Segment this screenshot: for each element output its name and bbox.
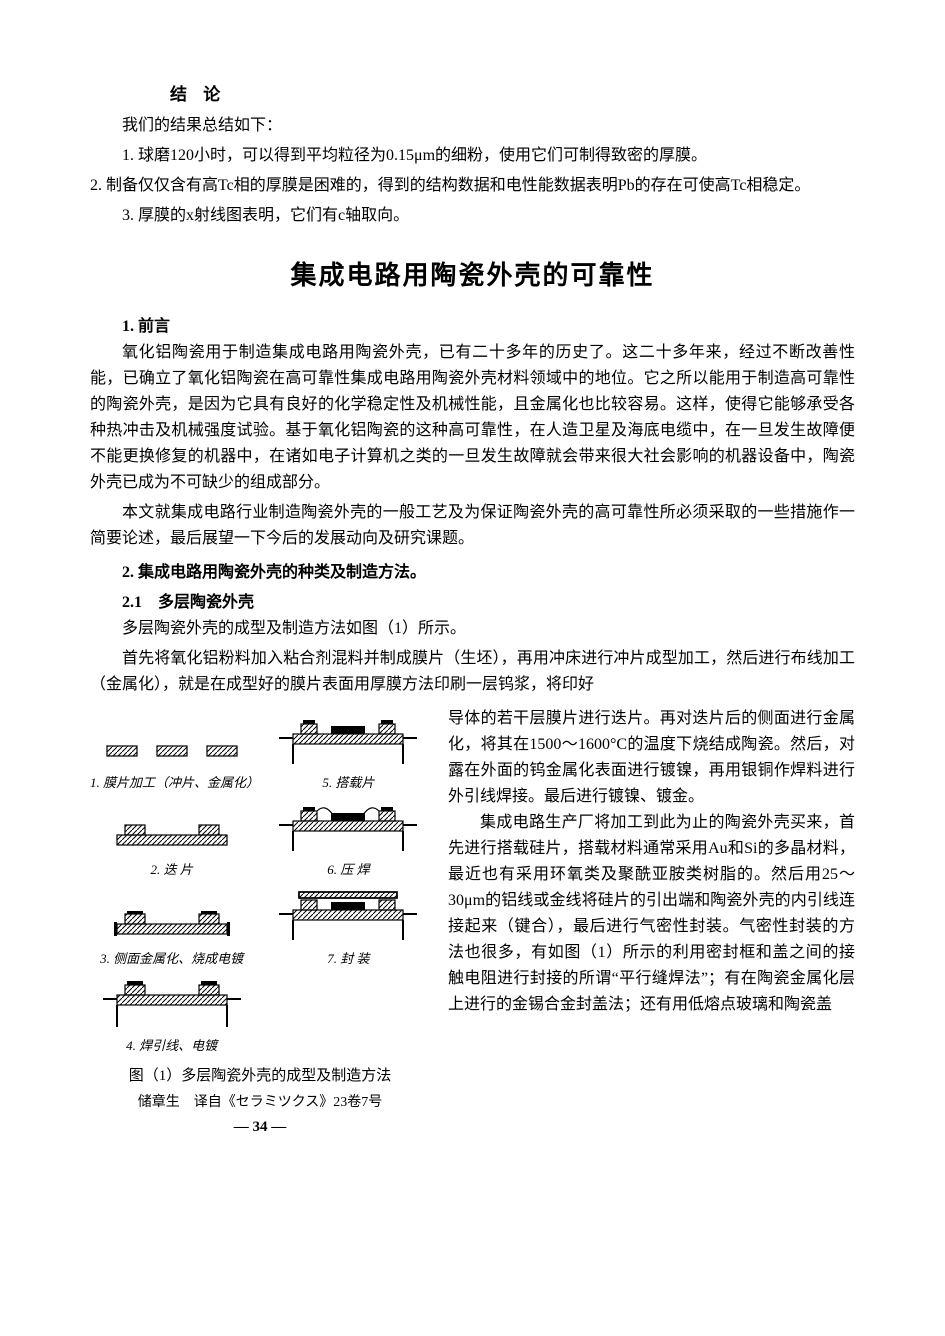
- section-1-paragraph-1: 氧化铝陶瓷用于制造集成电路用陶瓷外壳，已有二十多年的历史了。这二十多年来，经过不…: [90, 340, 855, 496]
- figure-caption: 图（1）多层陶瓷外壳的成型及制造方法: [90, 1064, 430, 1085]
- figure-row-4: 4. 焊引线、电镀: [90, 973, 430, 1054]
- right-text-column: 导体的若干层膜片进行迭片。再对迭片后的侧面进行金属化，将其在1500～1600°…: [448, 706, 855, 1136]
- section-2-1-paragraph-1: 多层陶瓷外壳的成型及制造方法如图（1）所示。: [90, 616, 855, 642]
- figure-step-6: 6. 压 焊: [267, 797, 430, 878]
- figure-label-6: 6. 压 焊: [327, 859, 369, 878]
- figure-step-4: 4. 焊引线、电镀: [90, 973, 253, 1054]
- conclusion-item-3: 3. 厚膜的x射线图表明，它们有c轴取向。: [90, 203, 855, 229]
- figure-text-split: 1. 膜片加工（冲片、金属化） 5. 搭: [90, 706, 855, 1136]
- conclusion-item-2: 2. 制备仅仅含有高Tc相的厚膜是困难的，得到的结构数据和电性能数据表明Pb的存…: [90, 173, 855, 199]
- section-2-label: 2. 集成电路用陶瓷外壳的种类及制造方法。: [90, 558, 855, 582]
- section-1-paragraph-2: 本文就集成电路行业制造陶瓷外壳的一般工艺及为保证陶瓷外壳的高可靠性所必须采取的一…: [90, 500, 855, 552]
- page-number: — 34 —: [90, 1119, 430, 1136]
- figure-step-2: 2. 迭 片: [90, 815, 253, 878]
- figure-step-5: 5. 搭载片: [267, 710, 430, 791]
- section-1-label: 1. 前言: [90, 312, 855, 336]
- figure-row-1: 1. 膜片加工（冲片、金属化） 5. 搭: [90, 710, 430, 791]
- right-paragraph-2: 集成电路生产厂将加工到此为止的陶瓷外壳买来，首先进行搭载硅片，搭载材料通常采用A…: [448, 810, 855, 1018]
- conclusion-heading: 结 论: [170, 80, 855, 105]
- article-title: 集成电路用陶瓷外壳的可靠性: [90, 255, 855, 292]
- conclusion-intro: 我们的结果总结如下：: [90, 113, 855, 139]
- figure-step-1: 1. 膜片加工（冲片、金属化）: [90, 732, 253, 791]
- section-2-1-label: 2.1 多层陶瓷外壳: [90, 588, 855, 612]
- figure-source: 储章生 译自《セラミツクス》23卷7号: [90, 1091, 430, 1111]
- figure-label-1: 1. 膜片加工（冲片、金属化）: [90, 772, 253, 791]
- right-paragraph-1: 导体的若干层膜片进行迭片。再对迭片后的侧面进行金属化，将其在1500～1600°…: [448, 706, 855, 810]
- figure-column: 1. 膜片加工（冲片、金属化） 5. 搭: [90, 706, 430, 1136]
- figure-label-2: 2. 迭 片: [150, 859, 192, 878]
- figure-label-3: 3. 侧面金属化、烧成电镀: [100, 948, 243, 967]
- figure-step-3: 3. 侧面金属化、烧成电镀: [90, 904, 253, 967]
- figure-label-4: 4. 焊引线、电镀: [126, 1035, 217, 1054]
- figure-row-3: 3. 侧面金属化、烧成电镀 7. 封 装: [90, 884, 430, 967]
- figure-step-7: 7. 封 装: [267, 884, 430, 967]
- figure-label-7: 7. 封 装: [327, 948, 369, 967]
- conclusion-item-1: 1. 球磨120小时，可以得到平均粒径为0.15μm的细粉，使用它们可制得致密的…: [90, 143, 855, 169]
- figure-label-5: 5. 搭载片: [322, 772, 374, 791]
- section-2-1-paragraph-2: 首先将氧化铝粉料加入粘合剂混料并制成膜片（生坯），再用冲床进行冲片成型加工，然后…: [90, 646, 855, 698]
- figure-1: 1. 膜片加工（冲片、金属化） 5. 搭: [90, 706, 430, 1136]
- figure-row-2: 2. 迭 片: [90, 797, 430, 878]
